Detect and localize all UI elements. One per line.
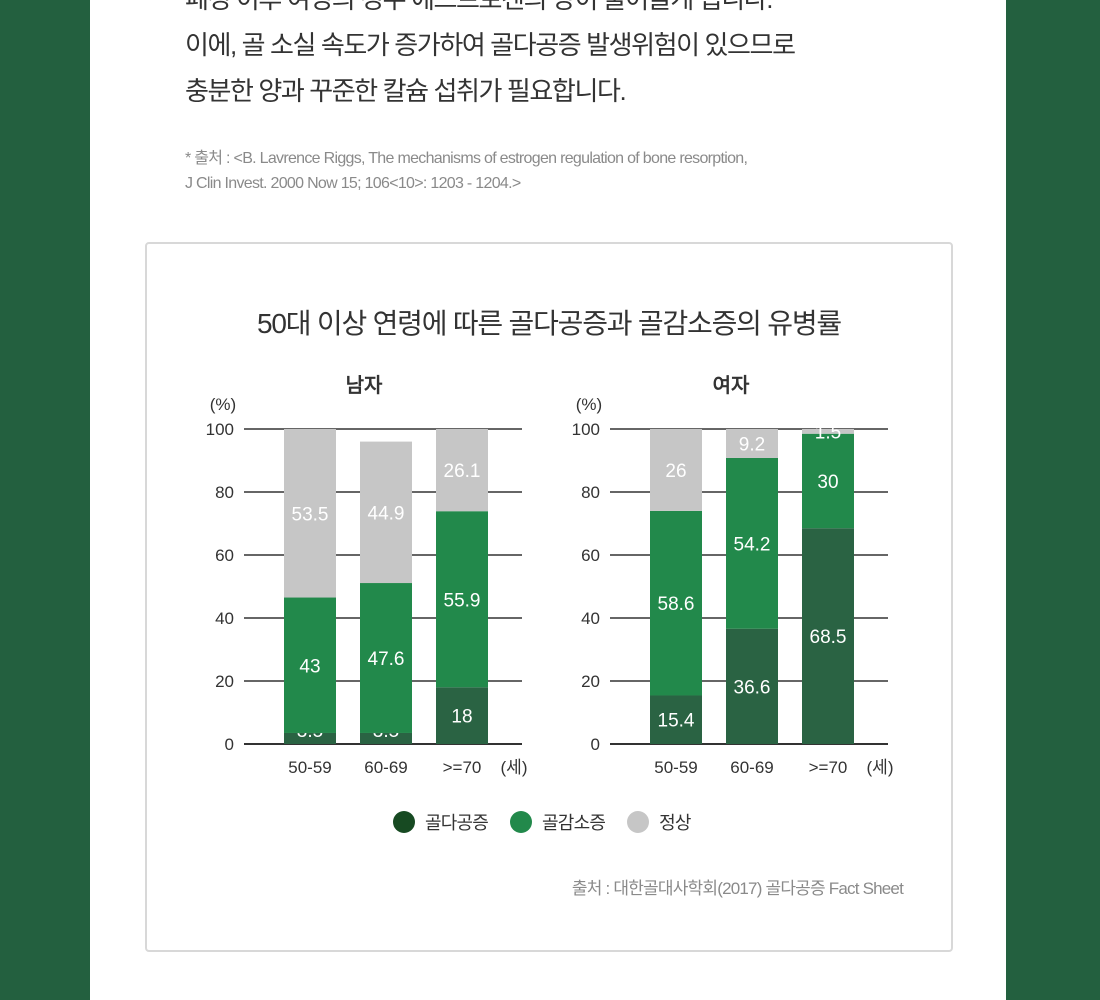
bar-segment	[802, 433, 854, 529]
bar-segment	[726, 457, 778, 629]
bar-segment	[726, 628, 778, 744]
bar-segment	[726, 429, 778, 458]
y-tick-label: 20	[581, 672, 600, 691]
chart-title: 50대 이상 연령에 따른 골다공증과 골감소증의 유병률	[257, 308, 842, 339]
chart-source: 출처 : 대한골대사학회(2017) 골다공증 Fact Sheet	[571, 879, 904, 898]
bar-segment	[436, 687, 488, 744]
data-label: 55.9	[444, 590, 481, 611]
data-label: 9.2	[739, 434, 765, 455]
reference-line: J Clin Invest. 2000 Now 15; 106<10>: 120…	[185, 175, 521, 192]
y-tick-label: 60	[581, 546, 600, 565]
chart-card: 50대 이상 연령에 따른 골다공증과 골감소증의 유병률 남자 (%) 0 20 40…	[145, 242, 953, 952]
bar-segment	[284, 732, 336, 744]
bar-segment	[650, 510, 702, 696]
legend-swatch	[510, 811, 533, 833]
y-tick-label: 80	[581, 483, 600, 502]
bar-segment	[360, 583, 412, 733]
x-axis-unit: (세)	[501, 758, 528, 777]
intro-line: 폐경 이후 여성의 경우 에스트로겐의 양이 줄어들게 됩니다.	[185, 0, 945, 22]
y-tick-label: 40	[581, 609, 600, 628]
bar-segment	[284, 597, 336, 733]
x-axis-unit: (세)	[867, 758, 894, 777]
chart-legend: 골다공증 골감소증 정상	[393, 810, 713, 834]
data-label: 44.9	[368, 503, 405, 524]
data-label: 18	[451, 707, 472, 728]
intro-line: 이에, 골 소실 속도가 증가하여 골다공증 발생위험이 있으므로	[185, 30, 796, 60]
data-label: 26	[665, 461, 686, 482]
bar-segment	[802, 528, 854, 744]
bar-segment	[436, 511, 488, 688]
y-axis-unit: (%)	[576, 395, 602, 414]
x-tick-label: 60-69	[730, 758, 773, 777]
reference-note: * 출처 : <B. Lavrence Riggs, The mechanism…	[185, 146, 965, 196]
legend-item: 골감소증	[510, 809, 606, 835]
bar-segment	[360, 732, 412, 744]
bar-segment	[650, 695, 702, 744]
data-label: 54.2	[734, 534, 771, 555]
stacked-bar-chart: 남자(%)0204060801003.54353.550-593.547.644…	[206, 374, 894, 777]
data-label: 58.6	[658, 594, 695, 615]
y-tick-label: 80	[215, 483, 234, 502]
data-label: 53.5	[292, 504, 329, 525]
data-label: 68.5	[810, 627, 847, 648]
bar-segment	[650, 429, 702, 511]
panel-title: 여자	[713, 374, 750, 397]
data-label: 47.6	[368, 649, 405, 670]
y-tick-label: 60	[215, 546, 234, 565]
data-label: 43	[299, 656, 320, 677]
data-label: 26.1	[444, 461, 481, 482]
legend-swatch	[627, 811, 650, 833]
data-label: 36.6	[734, 677, 771, 698]
reference-line: * 출처 : <B. Lavrence Riggs, The mechanism…	[185, 150, 748, 167]
x-tick-label: 50-59	[654, 758, 697, 777]
data-label: 15.4	[658, 711, 695, 732]
bar-segment	[802, 429, 854, 434]
y-tick-label: 0	[591, 735, 600, 754]
content-page: 폐경 이후 여성의 경우 에스트로겐의 양이 줄어들게 됩니다. 이에, 골 소…	[90, 0, 1006, 1000]
legend-label: 골감소증	[542, 813, 606, 833]
y-tick-label: 20	[215, 672, 234, 691]
intro-text: 폐경 이후 여성의 경우 에스트로겐의 양이 줄어들게 됩니다. 이에, 골 소…	[185, 0, 945, 114]
bar-segment	[284, 429, 336, 598]
legend-label: 골다공증	[425, 813, 489, 833]
legend-label: 정상	[659, 813, 691, 833]
legend-item: 골다공증	[393, 809, 489, 835]
bar-segment	[360, 441, 412, 584]
legend-swatch	[393, 811, 415, 833]
x-tick-label: 50-59	[288, 758, 331, 777]
data-label: 30	[817, 472, 838, 493]
panel-title: 남자	[346, 374, 383, 397]
y-axis-unit: (%)	[210, 395, 236, 414]
bar-segment	[436, 429, 488, 512]
x-tick-label: 60-69	[364, 758, 407, 777]
x-tick-label: >=70	[809, 758, 848, 777]
y-tick-label: 100	[206, 420, 234, 439]
intro-line: 충분한 양과 꾸준한 칼슘 섭취가 필요합니다.	[185, 76, 627, 106]
y-tick-label: 0	[225, 735, 234, 754]
y-tick-label: 40	[215, 609, 234, 628]
x-tick-label: >=70	[443, 758, 482, 777]
legend-item: 정상	[627, 809, 691, 835]
y-tick-label: 100	[572, 420, 600, 439]
data-label: 1.5	[815, 422, 841, 443]
